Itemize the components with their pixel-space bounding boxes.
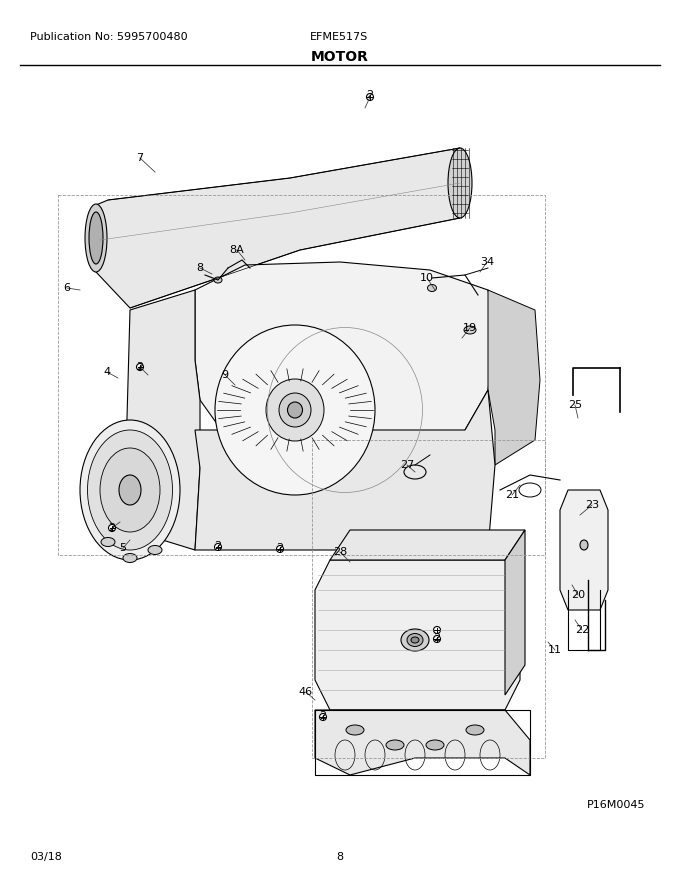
- Ellipse shape: [407, 634, 423, 647]
- Text: 2: 2: [108, 523, 116, 533]
- Polygon shape: [195, 390, 495, 550]
- Text: Publication No: 5995700480: Publication No: 5995700480: [30, 32, 188, 42]
- Text: 11: 11: [548, 645, 562, 655]
- Text: 21: 21: [505, 490, 519, 500]
- Ellipse shape: [89, 212, 103, 264]
- Text: 5: 5: [120, 543, 126, 553]
- Ellipse shape: [433, 635, 441, 642]
- Ellipse shape: [466, 725, 484, 735]
- Ellipse shape: [109, 524, 116, 532]
- Ellipse shape: [277, 546, 284, 553]
- Ellipse shape: [346, 725, 364, 735]
- Text: 25: 25: [568, 400, 582, 410]
- Ellipse shape: [101, 538, 115, 546]
- Ellipse shape: [148, 546, 162, 554]
- Ellipse shape: [464, 326, 476, 334]
- Text: 03/18: 03/18: [30, 852, 62, 862]
- Text: 8A: 8A: [230, 245, 244, 255]
- Text: 8: 8: [197, 263, 203, 273]
- Polygon shape: [488, 290, 540, 465]
- Ellipse shape: [386, 740, 404, 750]
- Ellipse shape: [215, 325, 375, 495]
- Ellipse shape: [266, 379, 324, 441]
- Ellipse shape: [100, 448, 160, 532]
- Ellipse shape: [137, 363, 143, 370]
- Text: 2: 2: [367, 90, 373, 100]
- Text: 34: 34: [480, 257, 494, 267]
- Text: 9: 9: [222, 370, 228, 380]
- Text: 46: 46: [299, 687, 313, 697]
- Text: 10: 10: [420, 273, 434, 283]
- Text: 23: 23: [585, 500, 599, 510]
- Text: 22: 22: [575, 625, 589, 635]
- Ellipse shape: [426, 740, 444, 750]
- Ellipse shape: [433, 627, 441, 634]
- Ellipse shape: [320, 714, 326, 721]
- Polygon shape: [560, 490, 608, 610]
- Text: MOTOR: MOTOR: [311, 50, 369, 64]
- Text: 20: 20: [571, 590, 585, 600]
- Ellipse shape: [428, 284, 437, 291]
- Text: 8: 8: [337, 852, 343, 862]
- Ellipse shape: [367, 93, 373, 100]
- Text: 2: 2: [137, 362, 143, 372]
- Text: 2: 2: [214, 541, 222, 551]
- Ellipse shape: [214, 277, 222, 283]
- Text: 2: 2: [320, 711, 326, 721]
- Polygon shape: [505, 530, 525, 695]
- Text: 27: 27: [400, 460, 414, 470]
- Ellipse shape: [119, 475, 141, 505]
- Ellipse shape: [85, 204, 107, 272]
- Ellipse shape: [448, 148, 472, 218]
- Ellipse shape: [580, 540, 588, 550]
- Polygon shape: [195, 262, 495, 468]
- Ellipse shape: [288, 402, 303, 418]
- Text: 28: 28: [333, 547, 347, 557]
- Text: 2: 2: [277, 543, 284, 553]
- Text: 4: 4: [103, 367, 111, 377]
- Polygon shape: [125, 290, 200, 550]
- Text: 6: 6: [63, 283, 71, 293]
- Polygon shape: [330, 530, 525, 560]
- Polygon shape: [96, 148, 460, 308]
- Ellipse shape: [401, 629, 429, 651]
- Text: EFME517S: EFME517S: [310, 32, 369, 42]
- Ellipse shape: [123, 554, 137, 562]
- Text: 2: 2: [433, 633, 441, 643]
- Ellipse shape: [411, 637, 419, 643]
- Ellipse shape: [214, 544, 222, 551]
- Ellipse shape: [88, 430, 173, 550]
- Text: P16M0045: P16M0045: [586, 800, 645, 810]
- Polygon shape: [315, 710, 530, 775]
- Text: 7: 7: [137, 153, 143, 163]
- Polygon shape: [315, 560, 520, 710]
- Ellipse shape: [279, 393, 311, 427]
- Ellipse shape: [80, 420, 180, 560]
- Text: 19: 19: [463, 323, 477, 333]
